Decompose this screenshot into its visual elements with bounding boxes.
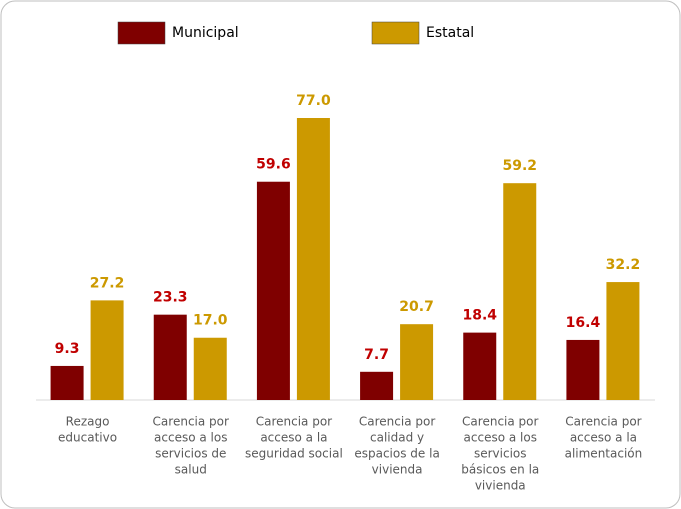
value-label: 23.3	[153, 290, 188, 306]
x-tick-label: vivienda	[475, 479, 526, 493]
bar	[256, 181, 290, 400]
x-tick-label: alimentación	[565, 447, 643, 461]
x-tick-label: salud	[175, 463, 207, 477]
x-tick-label: Carencia por	[153, 415, 229, 429]
value-label: 32.2	[606, 257, 641, 273]
x-tick-label: acceso a los	[154, 431, 227, 445]
x-tick-label: acceso a los	[464, 431, 537, 445]
bar	[360, 371, 394, 400]
value-label: 20.7	[399, 299, 434, 315]
bar	[296, 118, 330, 400]
x-tick-label: Carencia por	[462, 415, 538, 429]
x-tick-label: Rezago	[66, 415, 110, 429]
x-tick-label: servicios	[474, 447, 527, 461]
x-tick-label: educativo	[58, 431, 117, 445]
bar	[153, 314, 187, 400]
x-tick-label: vivienda	[372, 463, 423, 477]
legend-label: Estatal	[426, 25, 474, 41]
value-label: 7.7	[364, 347, 389, 363]
value-label: 9.3	[55, 341, 80, 357]
x-tick-label: espacios de la	[354, 447, 439, 461]
bar	[503, 183, 537, 400]
x-tick-label: calidad y	[370, 431, 424, 445]
bar	[400, 324, 434, 400]
x-tick-label: acceso a la	[570, 431, 637, 445]
value-label: 59.6	[256, 157, 291, 173]
value-label: 16.4	[566, 315, 601, 331]
x-tick-label: seguridad social	[245, 447, 343, 461]
bar	[566, 339, 600, 400]
x-tick-label: servicios de	[155, 447, 226, 461]
x-tick-label: Carencia por	[565, 415, 641, 429]
value-label: 18.4	[462, 308, 497, 324]
bar	[193, 337, 227, 400]
x-tick-label: Carencia por	[359, 415, 435, 429]
bar	[606, 282, 640, 400]
x-tick-label: acceso a la	[260, 431, 327, 445]
bar	[50, 365, 84, 400]
value-label: 59.2	[502, 158, 537, 174]
x-tick-label: básicos en la	[461, 463, 539, 477]
value-label: 27.2	[90, 275, 125, 291]
legend-swatch	[371, 21, 420, 45]
legend-swatch	[117, 21, 166, 45]
bar	[90, 300, 124, 400]
bar	[463, 332, 497, 400]
x-tick-label: Carencia por	[256, 415, 332, 429]
value-label: 77.0	[296, 93, 331, 109]
legend-label: Municipal	[172, 25, 239, 41]
value-label: 17.0	[193, 313, 228, 329]
